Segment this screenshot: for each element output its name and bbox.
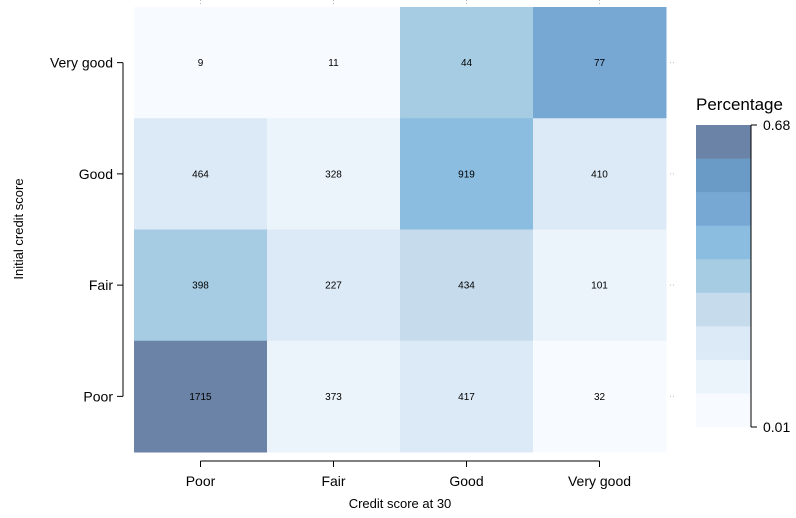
cell-value-label: 227 bbox=[325, 281, 342, 292]
cell-value-label: 919 bbox=[458, 169, 475, 180]
cell-value-label: 464 bbox=[192, 169, 209, 180]
legend-max-label: 0.68 bbox=[763, 117, 790, 133]
y-tick-label: Good bbox=[79, 166, 113, 182]
heatmap-cell bbox=[400, 7, 534, 119]
cell-value-label: 77 bbox=[594, 58, 606, 69]
heatmap-cell bbox=[134, 340, 268, 453]
legend-bin bbox=[696, 259, 751, 294]
heatmap-cell bbox=[134, 7, 268, 119]
heatmap-cell bbox=[533, 340, 667, 453]
x-axis: Poor Fair Good Very good bbox=[186, 460, 631, 489]
cell-labels: 9 11 44 77 464 328 919 410 398 227 434 101 1715 373 41… bbox=[189, 58, 608, 403]
heatmap-cell bbox=[267, 7, 401, 119]
x-tick-label: Poor bbox=[186, 473, 216, 489]
cell-value-label: 1715 bbox=[189, 392, 212, 403]
heatmap-cell bbox=[533, 118, 667, 230]
y-axis: Very good Good Fair Poor bbox=[50, 55, 124, 404]
legend-bin bbox=[696, 326, 751, 361]
cell-value-label: 328 bbox=[325, 169, 342, 180]
legend-bin bbox=[696, 192, 751, 227]
y-tick-label: Very good bbox=[50, 55, 113, 71]
heatmap-cell bbox=[134, 229, 268, 342]
heatmap-cell bbox=[400, 340, 534, 453]
y-tick-label: Fair bbox=[89, 277, 113, 293]
y-tick-label: Poor bbox=[83, 388, 113, 404]
cell-value-label: 11 bbox=[328, 58, 339, 69]
heatmap-cell bbox=[267, 229, 401, 342]
x-tick-label: Fair bbox=[321, 473, 345, 489]
cell-value-label: 417 bbox=[458, 392, 475, 403]
heatmap-cell bbox=[400, 118, 534, 230]
legend-bin bbox=[696, 158, 751, 193]
cell-value-label: 32 bbox=[594, 392, 606, 403]
legend-min-label: 0.01 bbox=[763, 419, 790, 435]
legend-title: Percentage bbox=[696, 95, 783, 114]
heatmap-cells bbox=[134, 0, 676, 453]
legend-bin bbox=[696, 292, 751, 327]
heatmap-cell bbox=[267, 340, 401, 453]
x-axis-title: Credit score at 30 bbox=[349, 496, 452, 511]
cell-value-label: 101 bbox=[591, 281, 608, 292]
color-legend: Percentage 0.68 0.01 bbox=[696, 95, 790, 435]
legend-bin bbox=[696, 225, 751, 260]
heatmap-cell bbox=[134, 118, 268, 230]
cell-value-label: 44 bbox=[461, 58, 473, 69]
cell-value-label: 9 bbox=[198, 58, 204, 69]
heatmap-cell bbox=[533, 229, 667, 342]
legend-bin bbox=[696, 393, 751, 428]
heatmap-cell bbox=[533, 7, 667, 119]
x-tick-label: Good bbox=[449, 473, 483, 489]
cell-value-label: 434 bbox=[458, 281, 475, 292]
x-tick-label: Very good bbox=[568, 473, 631, 489]
cell-value-label: 410 bbox=[591, 169, 608, 180]
legend-bin bbox=[696, 125, 751, 159]
legend-bin bbox=[696, 359, 751, 394]
cell-value-label: 398 bbox=[192, 281, 209, 292]
heatmap-cell bbox=[267, 118, 401, 230]
y-axis-title: Initial credit score bbox=[11, 178, 26, 279]
legend-bins bbox=[696, 124, 757, 428]
cell-value-label: 373 bbox=[325, 392, 342, 403]
heatmap-cell bbox=[400, 229, 534, 342]
